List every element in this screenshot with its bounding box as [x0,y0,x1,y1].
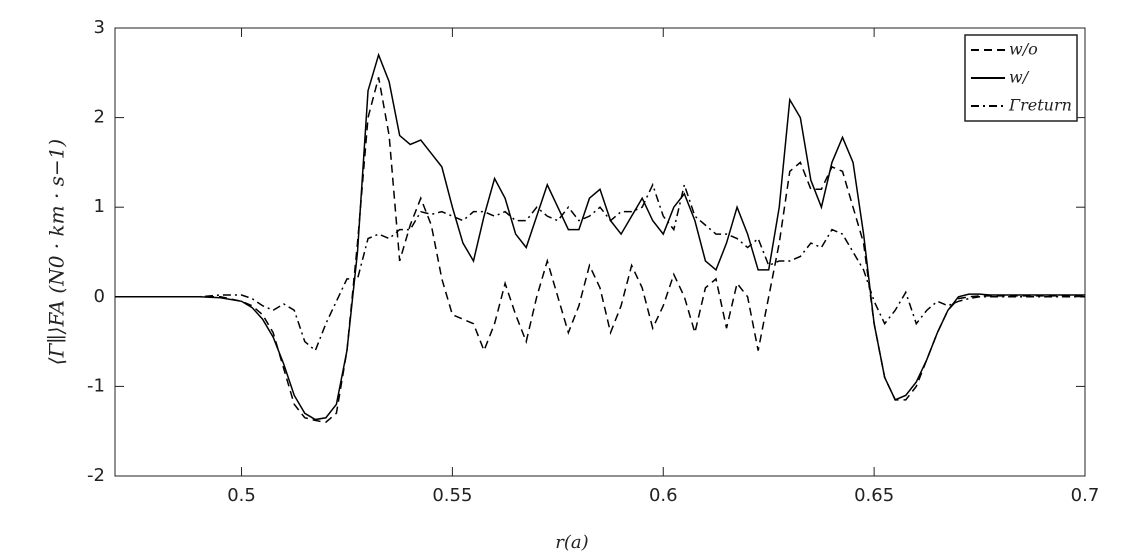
y-tick-label: -1 [87,375,105,396]
legend-label: w/ [1009,68,1030,87]
y-tick-label: -2 [87,465,105,486]
y-axis-label: ⟨Γ∥⟩FA (N0 · km · s−1) [45,139,69,365]
data-line [115,182,1085,352]
y-tick-label: 2 [94,107,105,128]
legend-label: Γreturn [1008,96,1072,115]
y-tick-label: 3 [94,17,105,38]
x-axis-label: r(a) [555,532,588,553]
x-tick-label: 0.65 [854,485,894,506]
y-tick-label: 1 [94,196,105,217]
legend-label: w/o [1009,40,1038,59]
x-tick-label: 0.55 [432,485,472,506]
plot-frame [114,27,1086,477]
x-tick-label: 0.5 [227,485,256,506]
x-tick-label: 0.7 [1071,485,1100,506]
x-tick-label: 0.6 [649,485,678,506]
y-tick-label: 0 [94,286,105,307]
